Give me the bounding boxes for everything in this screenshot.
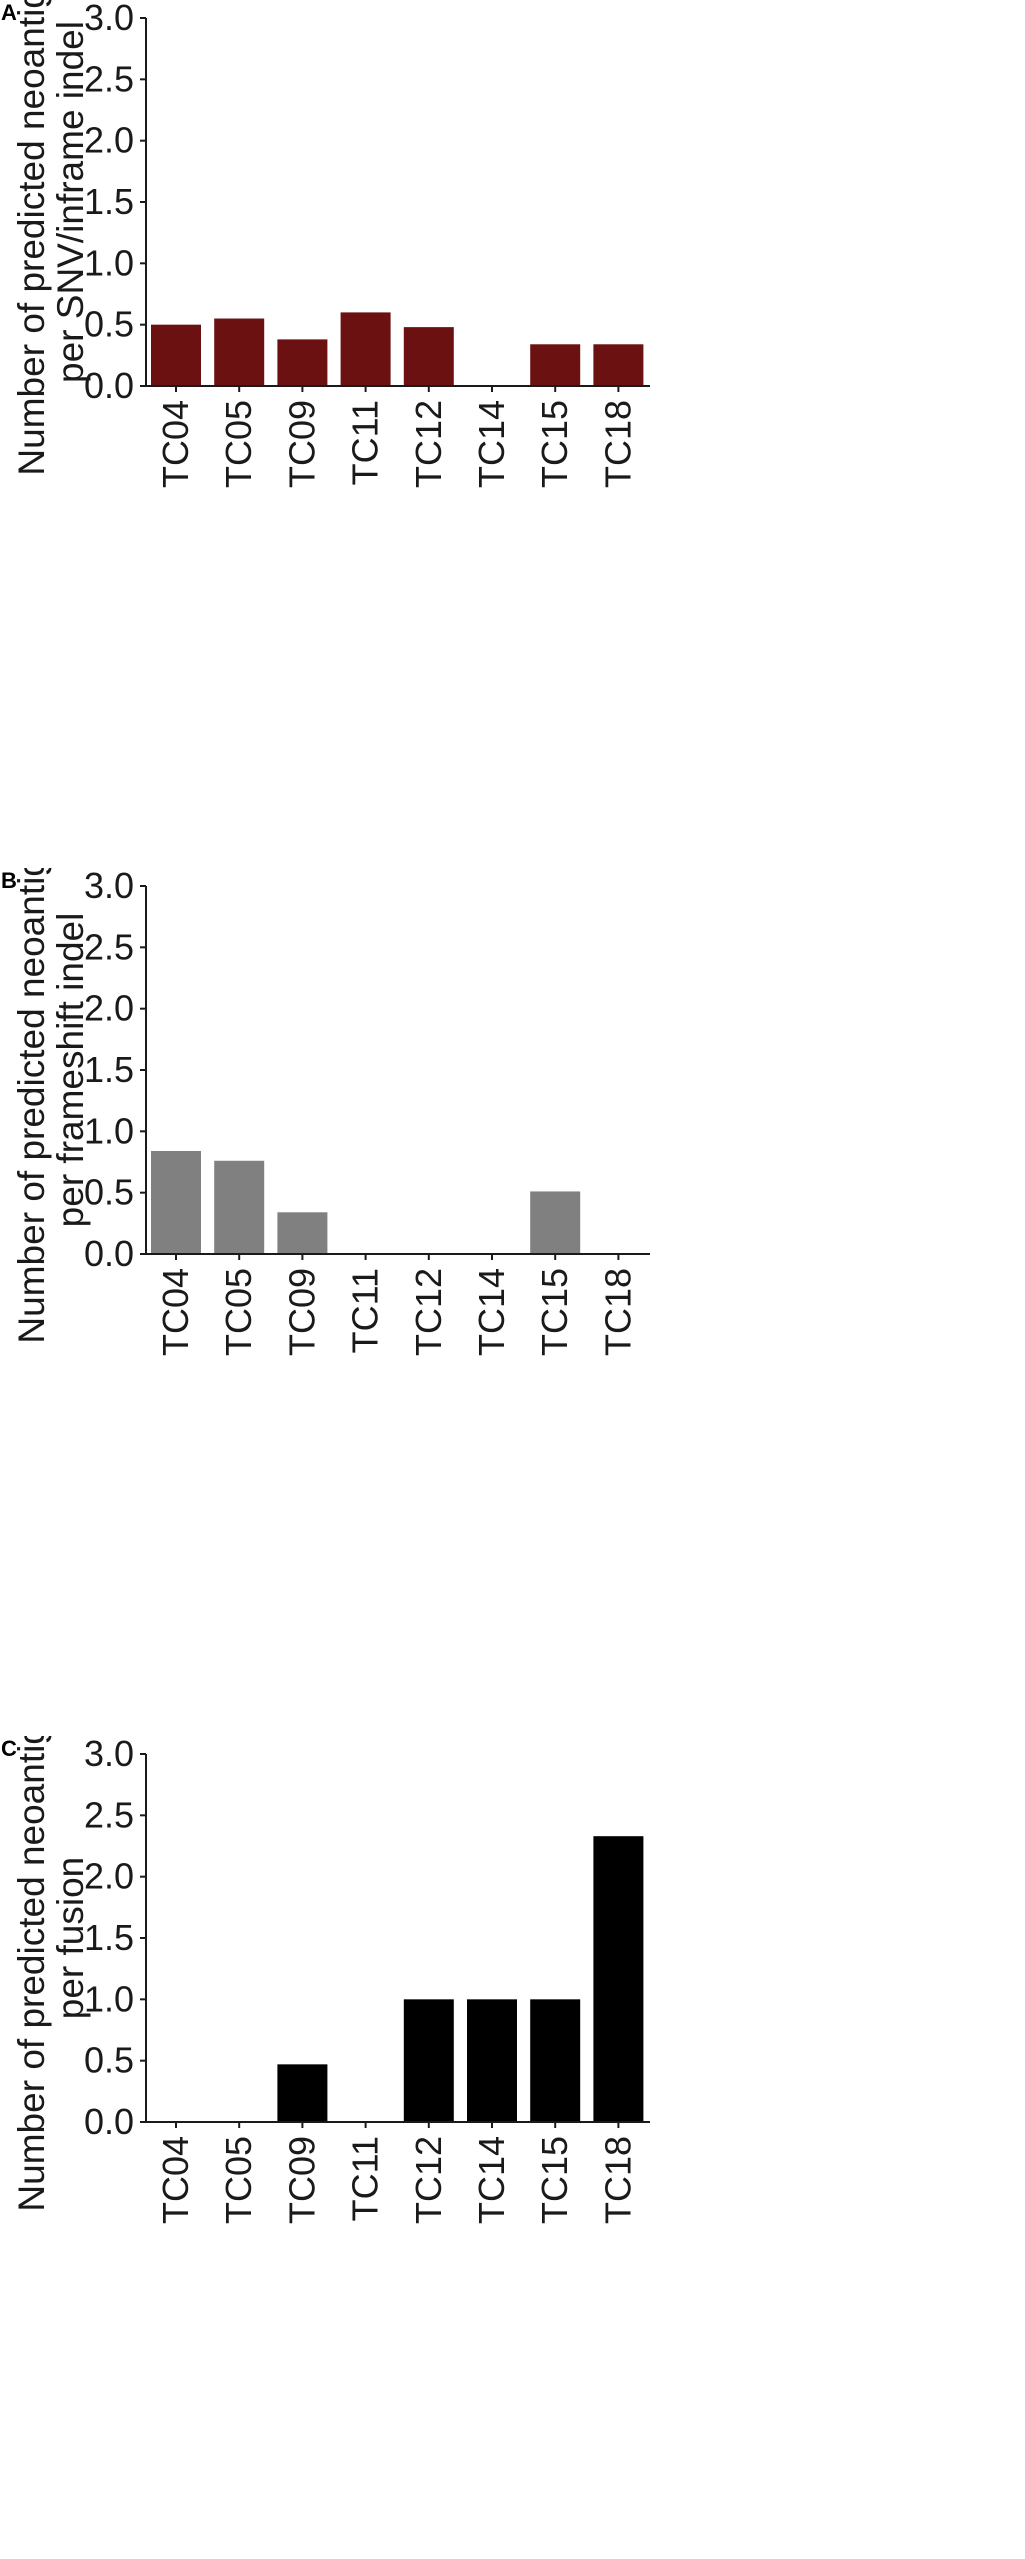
chart-a-x-tick-label-tc04: TC04 [155,400,196,488]
chart-c-y-tick-label: 0.0 [84,2101,134,2142]
chart-b-y-tick-label: 2.5 [84,926,134,967]
chart-a-y-axis-label-line: per SNV/inframe indel [50,21,91,383]
chart-a-y-axis-label: Number of predicted neoantigensper SNV/i… [11,0,91,476]
chart-panel-b: B Number of predicted neoantigensper fram… [0,868,1025,1691]
chart-b-y-tick-label: 1.0 [84,1110,134,1151]
chart-b-x-tick-label-tc15: TC15 [534,1268,575,1356]
chart-c-x-tick-label-tc12: TC12 [408,2136,449,2224]
chart-c-y-tick-label: 2.0 [84,1856,134,1897]
chart-b-panel-letter: B [1,868,17,893]
chart-b-x-tick-label-tc09: TC09 [281,1268,322,1356]
chart-c-x-tick-label-tc15: TC15 [534,2136,575,2224]
chart-b-x-tick-label-tc04: TC04 [155,1268,196,1356]
chart-c-x-tick-label-tc18: TC18 [597,2136,638,2224]
chart-b-y-tick-label: 0.0 [84,1233,134,1274]
chart-a-panel-letter: A [1,0,17,25]
chart-a-y-tick-label: 1.5 [84,181,134,222]
chart-a-x-tick-label-tc18: TC18 [597,400,638,488]
chart-c-y-tick-label: 2.5 [84,1794,134,1835]
chart-b-bar-tc05 [214,1160,265,1254]
chart-a-bar-tc15 [530,344,581,386]
chart-b-y-tick-label: 3.0 [84,868,134,906]
chart-c-bar-tc18 [593,1836,644,2122]
chart-a-x-tick-label-tc05: TC05 [218,400,259,488]
chart-b-x-tick-label-tc18: TC18 [597,1268,638,1356]
chart-c-y-axis-label: Number of predicted neoantigensper fusio… [11,1736,91,2212]
chart-b-x-tick-label-tc05: TC05 [218,1268,259,1356]
chart-b-y-axis-label-line: Number of predicted neoantigens [11,868,52,1344]
chart-b-x-tick-label-tc14: TC14 [471,1268,512,1356]
chart-b-y-tick-label: 0.5 [84,1172,134,1213]
chart-a-y-axis-label-line: Number of predicted neoantigens [11,0,52,476]
chart-a-y-tick-label: 0.5 [84,304,134,345]
chart-c-bar-tc15 [530,1999,581,2122]
chart-a-y-tick-label: 2.0 [84,120,134,161]
chart-c-y-tick-label: 3.0 [84,1736,134,1774]
chart-c-x-tick-label-tc09: TC09 [281,2136,322,2224]
chart-a-x-tick-label-tc11: TC11 [345,400,386,485]
chart-c-y-axis-label-line: Number of predicted neoantigens [11,1736,52,2212]
chart-c-y-tick-label: 0.5 [84,2040,134,2081]
chart-c-y-axis-label-line: per fusion [50,1857,91,2020]
chart-a-x-tick-label-tc14: TC14 [471,400,512,488]
chart-a-y-tick-label: 2.5 [84,58,134,99]
chart-a-bar-tc05 [214,318,265,386]
chart-c-bar-tc12 [403,1999,454,2122]
chart-c-x-tick-label-tc05: TC05 [218,2136,259,2224]
chart-a-bar-tc04 [151,324,201,386]
chart-a-y-tick-label: 0.0 [84,365,134,406]
chart-c-bar-tc09 [277,2064,328,2122]
chart-a-y-tick-label: 3.0 [84,0,134,38]
chart-a-x-tick-label-tc09: TC09 [281,400,322,488]
chart-c-x-tick-label-tc14: TC14 [471,2136,512,2224]
chart-b-y-axis-label-line: per frameshift indel [50,913,91,1228]
chart-b-x-tick-label-tc11: TC11 [345,1268,386,1353]
chart-c-y-tick-label: 1.5 [84,1917,134,1958]
chart-b-bar-tc04 [151,1150,201,1254]
chart-b-y-axis-label: Number of predicted neoantigensper frame… [11,868,91,1344]
chart-b-x-tick-label-tc12: TC12 [408,1268,449,1356]
chart-a-y-tick-label: 1.0 [84,242,134,283]
chart-c-x-tick-label-tc11: TC11 [345,2136,386,2221]
chart-c-bar-tc14 [467,1999,517,2122]
chart-a-x-tick-label-tc12: TC12 [408,400,449,488]
chart-a-x-tick-label-tc15: TC15 [534,400,575,488]
chart-panel-c: C Number of predicted neoantigensper fusi… [0,1736,1025,2559]
chart-a-bar-tc18 [593,344,644,386]
chart-b-y-tick-label: 1.5 [84,1049,134,1090]
chart-a-bar-tc09 [277,339,328,386]
chart-a-bar-tc12 [403,327,454,386]
chart-b-y-tick-label: 2.0 [84,988,134,1029]
chart-c-y-tick-label: 1.0 [84,1978,134,2019]
chart-b-bar-tc09 [277,1212,328,1254]
chart-c-x-tick-label-tc04: TC04 [155,2136,196,2224]
chart-a-bar-tc11 [340,312,391,386]
chart-b-bar-tc15 [530,1191,581,1254]
chart-panel-a: A Number of predicted neoantigensper SNV/… [0,0,1025,823]
chart-c-panel-letter: C [1,1736,17,1761]
